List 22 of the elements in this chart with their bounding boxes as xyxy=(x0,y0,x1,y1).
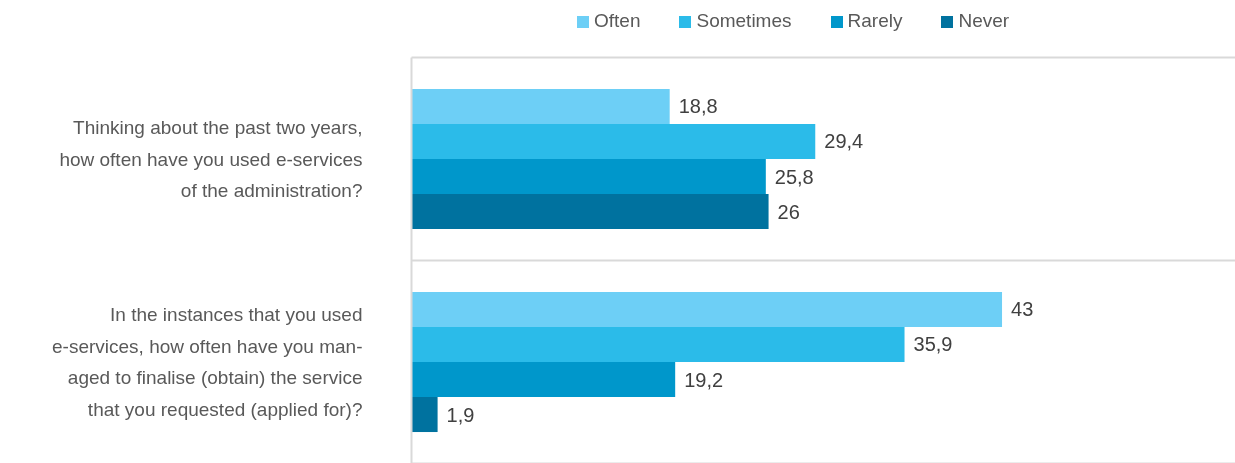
data-label: 18,8 xyxy=(678,95,718,118)
data-label: 29,4 xyxy=(824,130,864,153)
bar xyxy=(411,123,816,159)
legend-label: Often xyxy=(594,10,641,32)
legend-label: Sometimes xyxy=(696,10,792,32)
bar xyxy=(411,397,438,433)
bar xyxy=(411,291,1003,327)
bar xyxy=(411,362,676,398)
data-label: 19,2 xyxy=(684,368,724,391)
legend-label: Rarely xyxy=(847,10,903,32)
data-label: 26 xyxy=(777,200,800,223)
bar xyxy=(411,88,670,124)
data-label: 43 xyxy=(1011,298,1034,321)
bar xyxy=(411,326,905,362)
data-label: 35,9 xyxy=(913,333,953,356)
bar xyxy=(411,159,766,195)
y-tick-label: Thinking about the past two years, how often have you used e-services of the administration? xyxy=(59,117,363,201)
bar xyxy=(411,194,769,230)
data-label: 25,8 xyxy=(774,165,814,188)
legend-label: Never xyxy=(958,10,1010,32)
y-tick-label: In the instances that you used e-services, how often have you man- aged to finalise (obtain) the service that you requested (applied for)? xyxy=(52,304,363,420)
data-label: 1,9 xyxy=(446,403,475,426)
